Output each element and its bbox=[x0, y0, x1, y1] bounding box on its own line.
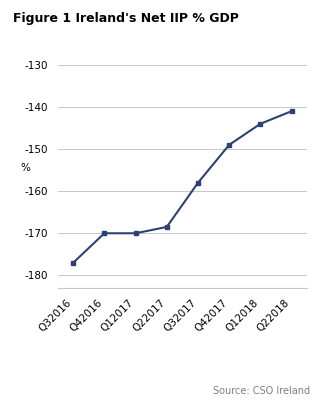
Net IIP %GDP bbox=[102, 231, 106, 236]
Net IIP %GDP bbox=[290, 109, 293, 114]
Net IIP %GDP bbox=[71, 260, 75, 265]
Net IIP %GDP bbox=[196, 180, 200, 185]
Line: Net IIP %GDP: Net IIP %GDP bbox=[71, 109, 294, 265]
Y-axis label: %: % bbox=[20, 163, 30, 173]
Net IIP %GDP bbox=[227, 142, 231, 147]
Net IIP %GDP bbox=[134, 231, 138, 236]
Text: Source: CSO Ireland: Source: CSO Ireland bbox=[213, 386, 310, 396]
Net IIP %GDP bbox=[259, 121, 262, 126]
Text: Figure 1 Ireland's Net IIP % GDP: Figure 1 Ireland's Net IIP % GDP bbox=[13, 12, 239, 25]
Net IIP %GDP bbox=[165, 224, 169, 229]
